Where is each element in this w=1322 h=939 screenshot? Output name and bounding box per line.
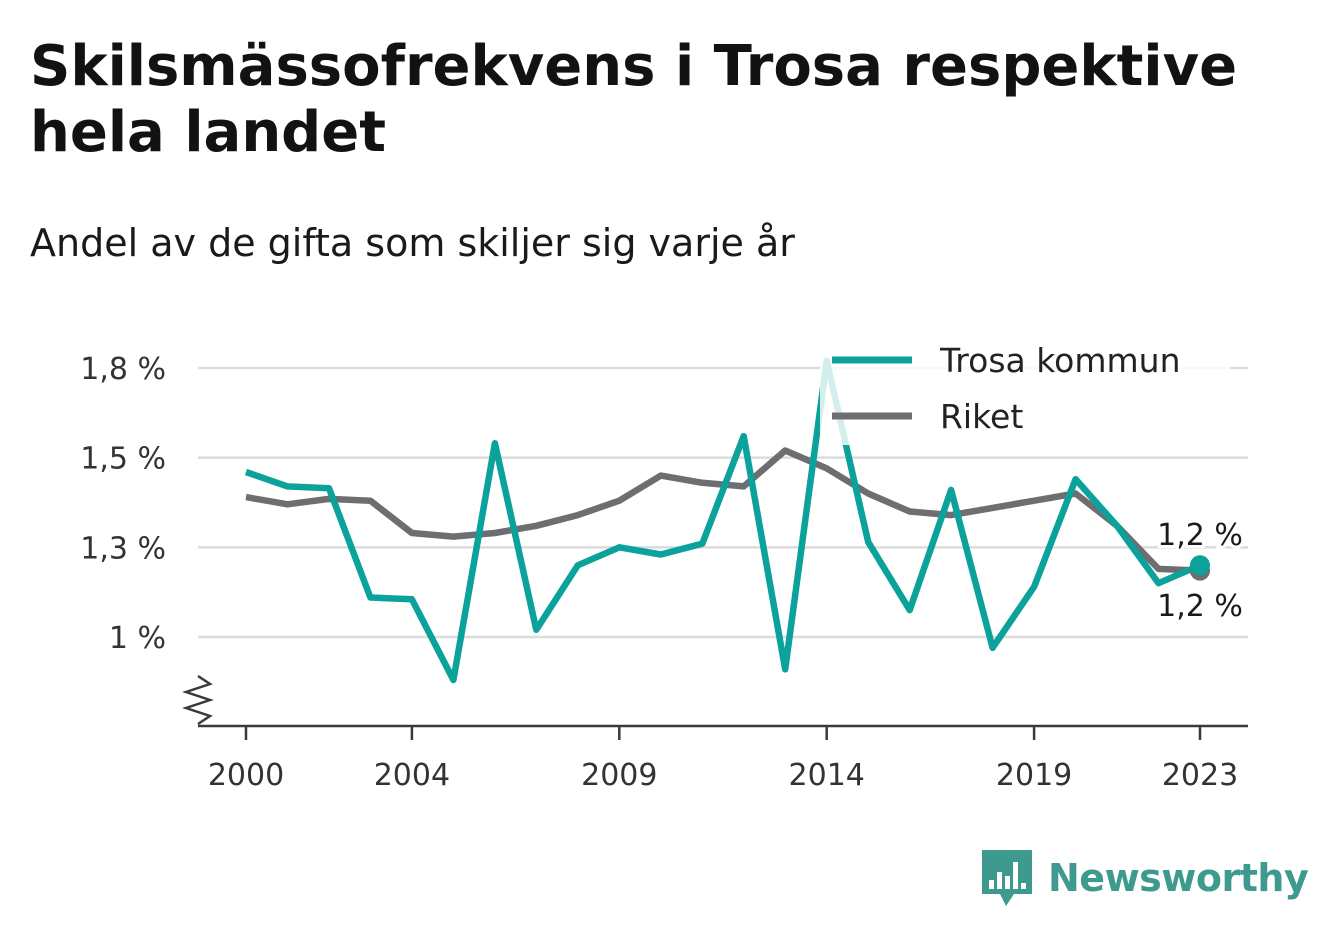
end-label-riket: 1,2 % (1157, 589, 1243, 624)
legend-label: Trosa kommun (939, 341, 1181, 380)
series-lines (244, 357, 1210, 684)
y-tick-label: 1 % (109, 621, 166, 656)
y-tick-label: 1,8 % (80, 352, 166, 387)
x-tick-label: 2019 (996, 758, 1072, 793)
legend-background (820, 333, 1230, 445)
series-line-riket (245, 447, 1201, 574)
chart-subtitle: Andel av de gifta som skiljer sig varje … (30, 221, 795, 265)
chart-title: Skilsmässofrekvens i Trosa respektive he… (30, 34, 1238, 165)
x-tick-label: 2000 (208, 758, 284, 793)
series-line-trosa (244, 357, 1202, 684)
end-labels: 1,2 % 1,2 % (1154, 515, 1246, 627)
y-tick-label: 1,3 % (80, 531, 166, 566)
y-tick-label: 1,5 % (80, 442, 166, 477)
legend-label: Riket (940, 397, 1023, 436)
y-axis-tick-labels: 1 % 1,3 % 1,5 % 1,8 % (80, 352, 166, 656)
x-axis (182, 674, 1248, 728)
x-tick-label: 2023 (1162, 758, 1238, 793)
x-axis-ticks: 2000 2004 2009 2014 2019 2023 (208, 726, 1238, 793)
brand-logo: Newsworthy (980, 848, 1309, 908)
axis-break-icon (182, 674, 214, 726)
brand-name: Newsworthy (1048, 856, 1309, 900)
end-point-trosa (1190, 555, 1210, 576)
legend: Trosa kommun Riket (820, 333, 1230, 445)
end-label-trosa: 1,2 % (1157, 518, 1243, 553)
x-tick-label: 2009 (581, 758, 657, 793)
bar-chart-speech-bubble-icon (982, 850, 1032, 906)
x-tick-label: 2004 (374, 758, 450, 793)
x-tick-label: 2014 (789, 758, 865, 793)
